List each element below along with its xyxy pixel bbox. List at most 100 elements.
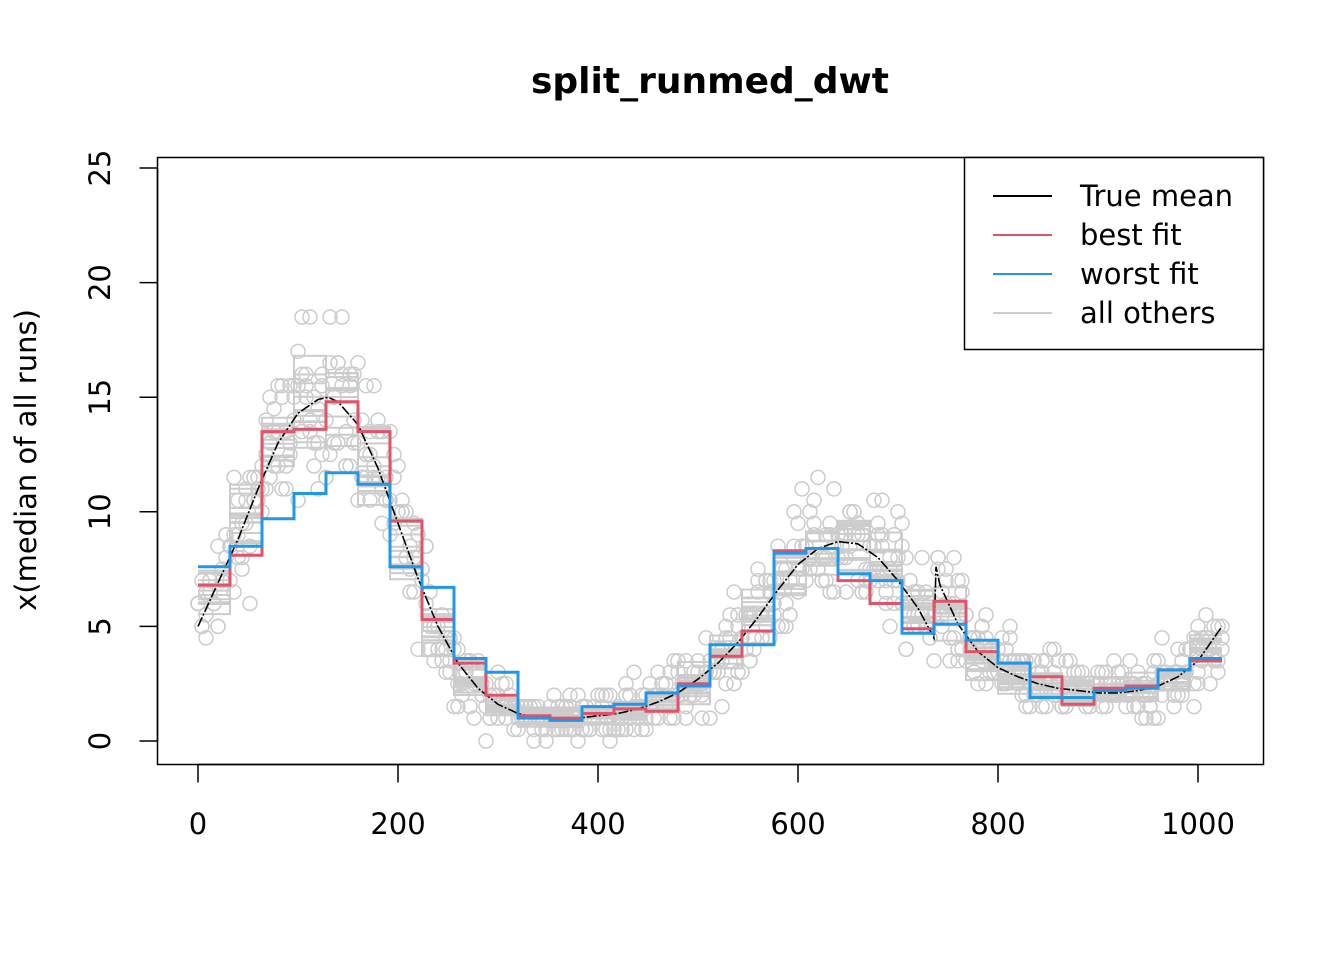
data-point <box>602 733 618 749</box>
data-point <box>818 526 834 543</box>
data-point <box>610 710 626 726</box>
data-point <box>314 366 330 383</box>
data-point <box>738 607 754 623</box>
data-point <box>790 584 806 600</box>
data-point <box>434 653 450 669</box>
data-point <box>1130 664 1146 680</box>
data-point <box>1118 698 1134 715</box>
fit-lines <box>197 396 1223 722</box>
data-point <box>714 698 730 715</box>
data-point <box>962 630 978 646</box>
data-point <box>726 675 742 692</box>
data-point <box>450 675 466 692</box>
data-point <box>554 698 570 715</box>
data-point <box>190 595 206 612</box>
data-point <box>586 710 602 726</box>
data-point <box>458 653 474 669</box>
data-point <box>1058 687 1074 703</box>
data-point <box>778 618 794 635</box>
data-point <box>622 710 638 726</box>
data-point <box>210 538 226 554</box>
data-point <box>458 664 474 680</box>
data-point <box>1010 664 1026 680</box>
data-point <box>790 515 806 532</box>
data-point <box>1190 664 1206 680</box>
data-point <box>814 549 830 566</box>
data-point <box>882 561 898 577</box>
data-point <box>1206 618 1222 635</box>
data-point <box>350 492 366 509</box>
data-point <box>198 630 214 646</box>
data-point <box>686 687 702 703</box>
data-point <box>450 698 466 715</box>
data-point <box>666 653 682 669</box>
data-point <box>274 389 290 405</box>
data-point <box>794 481 810 497</box>
data-point <box>430 641 446 658</box>
data-point <box>334 309 350 325</box>
data-point <box>966 664 982 680</box>
data-point <box>782 607 798 623</box>
data-point <box>1142 698 1158 715</box>
data-point <box>358 446 374 463</box>
data-point <box>482 710 498 726</box>
data-point <box>426 653 442 669</box>
data-point <box>1126 675 1142 692</box>
data-point <box>550 698 566 715</box>
data-point <box>1026 687 1042 703</box>
data-point <box>1174 675 1190 692</box>
data-point <box>578 721 594 738</box>
data-point <box>278 481 294 497</box>
data-point <box>362 446 378 463</box>
data-point <box>1190 618 1206 635</box>
data-point <box>818 549 834 566</box>
data-point <box>1002 630 1018 646</box>
data-point <box>1090 664 1106 680</box>
data-point <box>806 526 822 543</box>
data-point <box>306 435 322 451</box>
data-point <box>1094 698 1110 715</box>
data-point <box>1190 675 1206 692</box>
data-point <box>258 481 274 497</box>
data-point <box>438 664 454 680</box>
legend: True mean best fit worst fit all others <box>963 156 1265 351</box>
data-point <box>314 446 330 463</box>
data-point <box>1150 710 1166 726</box>
data-point <box>974 618 990 635</box>
data-point <box>402 561 418 577</box>
data-point <box>890 549 906 566</box>
data-point <box>822 584 838 600</box>
data-point <box>810 561 826 577</box>
data-point <box>1066 664 1082 680</box>
data-point <box>498 698 514 715</box>
data-point <box>762 572 778 589</box>
data-point <box>282 435 298 451</box>
data-point <box>582 721 598 738</box>
data-point <box>998 664 1014 680</box>
data-point <box>874 538 890 554</box>
data-point <box>278 458 294 474</box>
data-point <box>730 618 746 635</box>
data-point <box>910 607 926 623</box>
data-point <box>750 572 766 589</box>
data-point <box>1122 653 1138 669</box>
y-tick-label: 15 <box>83 379 117 416</box>
data-point <box>802 504 818 520</box>
data-point <box>266 458 282 474</box>
data-point <box>786 504 802 520</box>
data-point <box>950 572 966 589</box>
data-point <box>818 572 834 589</box>
worst-fit-line <box>198 471 1222 722</box>
data-point <box>654 675 670 692</box>
data-point <box>230 526 246 543</box>
data-point <box>738 641 754 658</box>
x-tick-label: 600 <box>770 807 825 841</box>
data-point <box>826 584 842 600</box>
data-point <box>822 526 838 543</box>
data-point <box>1098 698 1114 715</box>
data-point <box>274 481 290 497</box>
data-point <box>342 377 358 394</box>
data-point <box>566 721 582 738</box>
data-point <box>386 469 402 486</box>
data-point <box>526 721 542 738</box>
